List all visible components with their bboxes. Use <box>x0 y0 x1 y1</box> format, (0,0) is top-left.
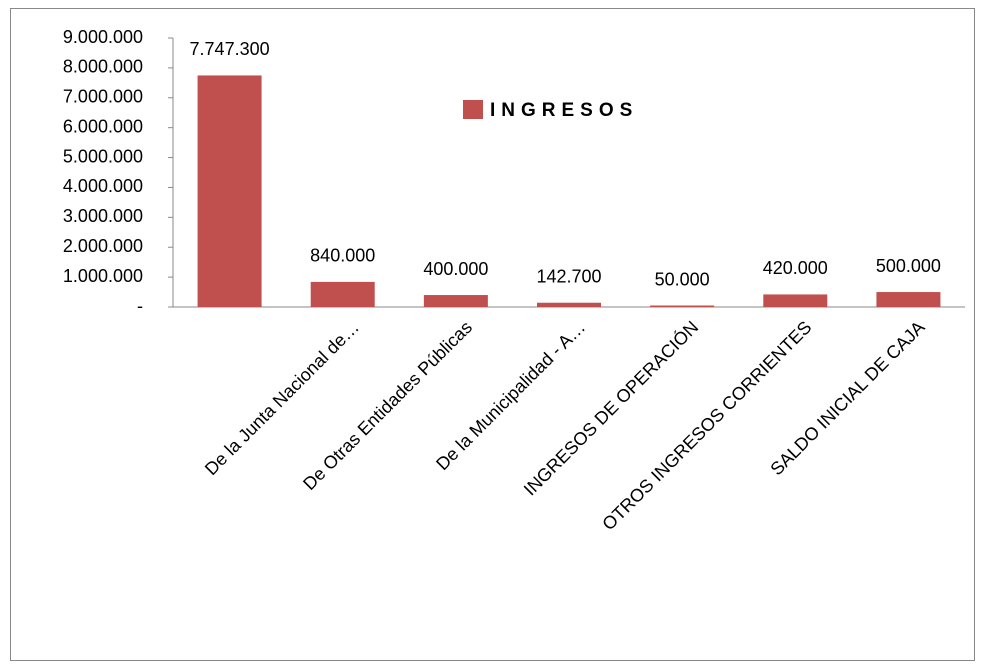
y-tick-label: 6.000.000 <box>63 116 143 136</box>
y-tick-label: - <box>137 296 143 316</box>
bar <box>763 294 828 307</box>
value-label: 50.000 <box>655 269 710 289</box>
y-tick-label: 2.000.000 <box>63 236 143 256</box>
chart-frame <box>10 8 975 661</box>
bar <box>876 292 941 307</box>
y-tick-label: 5.000.000 <box>63 146 143 166</box>
bar <box>537 302 601 307</box>
legend-label: INGRESOS <box>490 100 638 121</box>
value-label: 840.000 <box>310 246 375 266</box>
legend-swatch <box>463 100 483 119</box>
bar <box>310 281 375 307</box>
bar <box>423 295 488 307</box>
bar <box>197 75 262 308</box>
value-label: 400.000 <box>423 259 488 279</box>
y-tick-label: 8.000.000 <box>63 57 143 77</box>
y-tick-label: 7.000.000 <box>63 87 143 107</box>
value-label: 420.000 <box>763 258 828 278</box>
y-tick-label: 4.000.000 <box>63 176 143 196</box>
y-tick-label: 3.000.000 <box>63 206 143 226</box>
value-label: 500.000 <box>876 256 941 276</box>
y-tick-label: 1.000.000 <box>63 266 143 286</box>
value-label: 7.747.300 <box>190 39 270 59</box>
bar <box>650 305 715 307</box>
y-tick-label: 9.000.000 <box>63 27 143 47</box>
value-label: 142.700 <box>536 266 601 286</box>
